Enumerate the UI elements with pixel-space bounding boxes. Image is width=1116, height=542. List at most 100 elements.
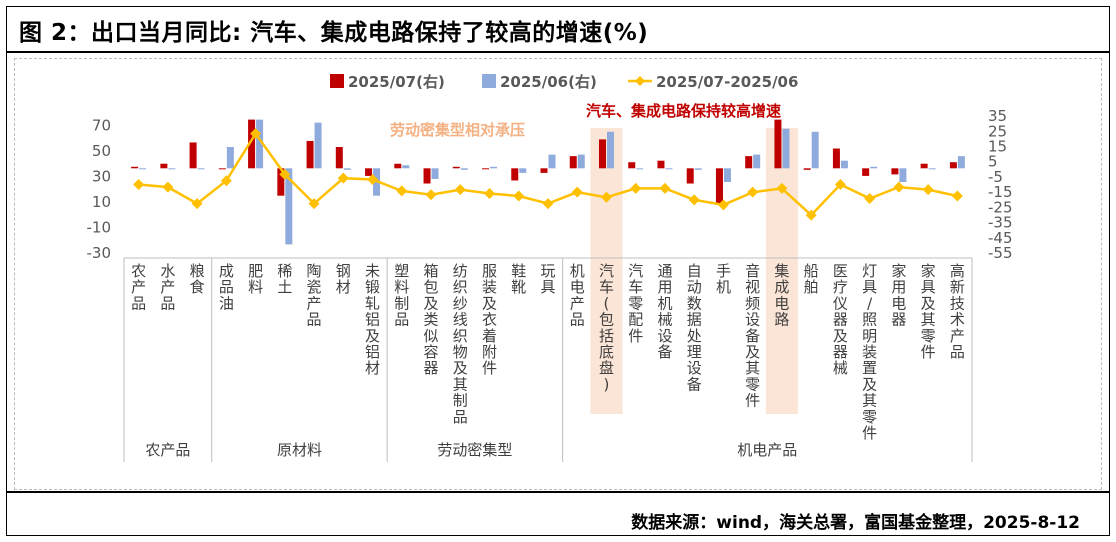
line-point-marker <box>454 184 466 196</box>
bar-2025-06 <box>168 168 176 170</box>
category-label: 钢材 <box>336 262 351 296</box>
bar-2025-07 <box>598 139 606 169</box>
bar-2025-06 <box>694 168 702 170</box>
group-label: 劳动密集型 <box>437 441 512 459</box>
bar-2025-06 <box>753 154 761 169</box>
bar-2025-07 <box>306 140 314 169</box>
bar-2025-07 <box>423 168 431 184</box>
bar-2025-06 <box>197 168 205 170</box>
line-point-marker <box>776 182 788 194</box>
right-axis-tick-label: -45 <box>988 229 1013 247</box>
bar-2025-07 <box>657 160 665 169</box>
right-axis-tick-label: 25 <box>988 122 1007 140</box>
bar-2025-06 <box>402 165 410 169</box>
group-label: 农产品 <box>145 441 190 459</box>
bar-2025-07 <box>365 168 373 176</box>
bar-2025-07 <box>832 148 840 169</box>
category-label: 集成电路 <box>774 262 789 329</box>
line-point-marker <box>542 198 554 210</box>
line-point-marker <box>805 209 817 221</box>
bar-2025-07 <box>686 168 694 184</box>
left-axis-tick-label: 50 <box>92 142 111 160</box>
bar-2025-06 <box>957 156 965 169</box>
bar-2025-07 <box>862 168 870 176</box>
category-label: 水产品 <box>160 262 175 312</box>
bar-2025-06 <box>899 168 907 182</box>
right-axis-tick-label: -55 <box>988 244 1013 262</box>
bar-2025-06 <box>665 168 673 170</box>
bar-2025-06 <box>343 168 351 170</box>
category-label: 鞋靴 <box>511 262 526 296</box>
left-axis-tick-label: -10 <box>87 219 112 237</box>
bar-2025-06 <box>314 122 322 169</box>
bar-2025-07 <box>540 168 548 173</box>
right-axis-tick-label: 35 <box>988 107 1007 125</box>
bar-2025-06 <box>928 168 936 170</box>
bar-2025-06 <box>723 168 731 182</box>
category-label: 农产品 <box>131 262 146 312</box>
line-point-marker <box>250 128 262 140</box>
line-point-marker <box>834 179 846 191</box>
right-axis-tick-label: 5 <box>988 153 998 171</box>
bar-2025-07 <box>335 147 343 169</box>
figure-frame <box>6 6 1110 536</box>
bar-2025-06 <box>256 119 264 169</box>
figure-title: 图 2：出口当月同比: 汽车、集成电路保持了较高的增速(%) <box>19 20 649 46</box>
right-axis-tick-label: -15 <box>988 183 1013 201</box>
bar-2025-06 <box>431 168 439 179</box>
category-label: 服装及衣着附件 <box>482 262 497 377</box>
chart-panel <box>14 58 1102 490</box>
bar-2025-07 <box>569 156 577 169</box>
line-point-marker <box>337 172 349 184</box>
bar-2025-07 <box>394 163 402 169</box>
category-label: 稀土 <box>277 262 292 296</box>
category-label: 未锻轧铝及铝材 <box>365 262 380 377</box>
footer-divider <box>7 491 1109 493</box>
bar-2025-07 <box>891 168 899 175</box>
bar-2025-07 <box>628 162 636 169</box>
legend-swatch <box>482 74 496 88</box>
category-label: 机电产品 <box>570 262 585 329</box>
line-point-marker <box>951 190 963 202</box>
line-point-marker <box>922 184 934 196</box>
category-label: 玩具 <box>540 262 555 296</box>
line-point-marker <box>133 179 145 191</box>
bar-2025-06 <box>636 168 644 170</box>
bar-2025-06 <box>490 166 498 169</box>
bar-2025-07 <box>920 163 928 169</box>
line-point-marker <box>717 199 729 211</box>
category-label: 高新技术产品 <box>950 262 965 361</box>
category-label: 家用电器 <box>891 262 906 329</box>
line-point-marker <box>367 173 379 185</box>
category-label: 粮食 <box>190 262 205 296</box>
line-point-marker <box>396 185 408 197</box>
line-point-marker <box>220 175 232 187</box>
left-axis-tick-label: -30 <box>87 244 112 262</box>
bar-2025-06 <box>811 131 819 169</box>
bar-2025-06 <box>548 154 556 169</box>
bar-2025-07 <box>160 163 168 169</box>
category-label: 通用机械设备 <box>657 262 672 361</box>
bar-2025-06 <box>226 147 234 169</box>
category-label: 自动数据处理设备 <box>687 262 702 393</box>
annotation-auto-ic: 汽车、集成电路保持较高增速 <box>586 102 781 120</box>
right-axis-tick-label: -25 <box>988 198 1013 216</box>
line-point-marker <box>630 182 642 194</box>
left-axis-tick-label: 10 <box>92 193 111 211</box>
category-label: 塑料制品 <box>394 262 409 329</box>
bar-2025-06 <box>139 168 147 170</box>
bar-2025-07 <box>774 119 782 169</box>
category-label: 成品油 <box>219 262 234 312</box>
category-label: 纺织纱线织物及其制品 <box>453 262 468 426</box>
category-label: 肥料 <box>248 262 263 296</box>
category-label: 箱包及类似容器 <box>424 262 439 377</box>
legend-label: 2025/06(右) <box>500 73 597 91</box>
line-point-marker <box>513 190 525 202</box>
right-axis-tick-label: -35 <box>988 214 1013 232</box>
bar-2025-07 <box>452 166 460 169</box>
bar-2025-06 <box>519 168 527 173</box>
left-axis-tick-label: 30 <box>92 168 111 186</box>
line-point-marker <box>279 168 291 180</box>
line-point-marker <box>162 181 174 193</box>
